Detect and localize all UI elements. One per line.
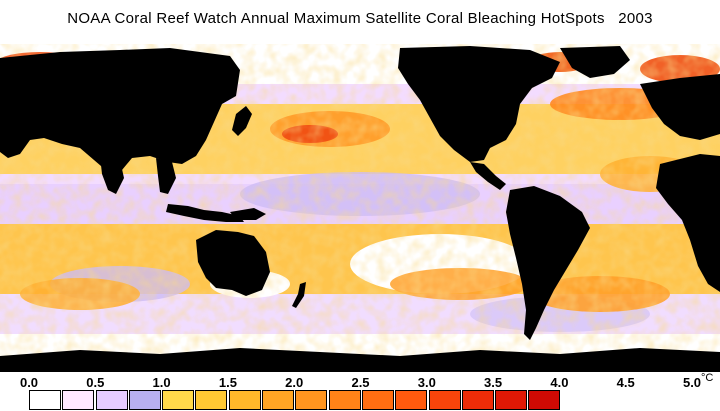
legend-tick-label: 5.0 (682, 375, 702, 390)
legend-swatch (29, 390, 61, 410)
central-america-landmass (470, 162, 506, 190)
north-america-landmass (398, 46, 560, 162)
legend-unit: °C (701, 372, 714, 384)
greenland-landmass (560, 46, 630, 78)
legend-swatch (495, 390, 528, 410)
southeast-asia-landmass (156, 158, 176, 194)
legend-swatch (395, 390, 428, 410)
legend-swatches (29, 390, 562, 410)
south-america-landmass (506, 186, 590, 340)
africa-landmass (656, 154, 720, 292)
legend-tick-label: 3.5 (484, 375, 503, 390)
legend-swatch (528, 390, 561, 410)
legend-swatch (95, 390, 128, 410)
legend-swatch (162, 390, 195, 410)
india-landmass (100, 156, 124, 194)
legend-swatch (62, 390, 95, 410)
indonesia-landmass (166, 204, 244, 222)
japan-landmass (232, 106, 252, 136)
legend-swatch (128, 390, 161, 410)
map-title: NOAA Coral Reef Watch Annual Maximum Sat… (67, 10, 653, 27)
legend-swatch (428, 390, 461, 410)
legend-swatch (228, 390, 261, 410)
antarctica-landmass (0, 348, 720, 372)
legend-tick-label: 0.5 (86, 375, 105, 390)
legend-tick-label: 1.5 (218, 375, 237, 390)
new-zealand-landmass (292, 282, 306, 308)
legend-tick-label: 3.0 (417, 375, 436, 390)
asia-landmass (0, 48, 240, 172)
australia-landmass (196, 230, 270, 296)
legend-swatch (195, 390, 228, 410)
legend-tick-label: 4.0 (550, 375, 569, 390)
legend-tick-label: 0.0 (19, 375, 39, 390)
legend-swatch (328, 390, 361, 410)
legend-swatch (461, 390, 494, 410)
legend-swatch (361, 390, 394, 410)
hotspot-map (0, 44, 720, 372)
new-guinea-landmass (230, 208, 266, 220)
legend-tick-label: 2.5 (351, 375, 370, 390)
color-scale-legend: 0.0 0.5 1.0 1.5 2.0 2.5 3.0 3.5 4.0 4.5 5.0 °C (0, 372, 720, 411)
land-masses (0, 46, 720, 372)
legend-tick-label: 4.5 (616, 375, 635, 390)
legend-tick-label: 2.0 (285, 375, 304, 390)
europe-landmass (640, 74, 720, 140)
legend-tick-label: 1.0 (152, 375, 171, 390)
legend-swatch (262, 390, 295, 410)
legend-swatch (295, 390, 328, 410)
